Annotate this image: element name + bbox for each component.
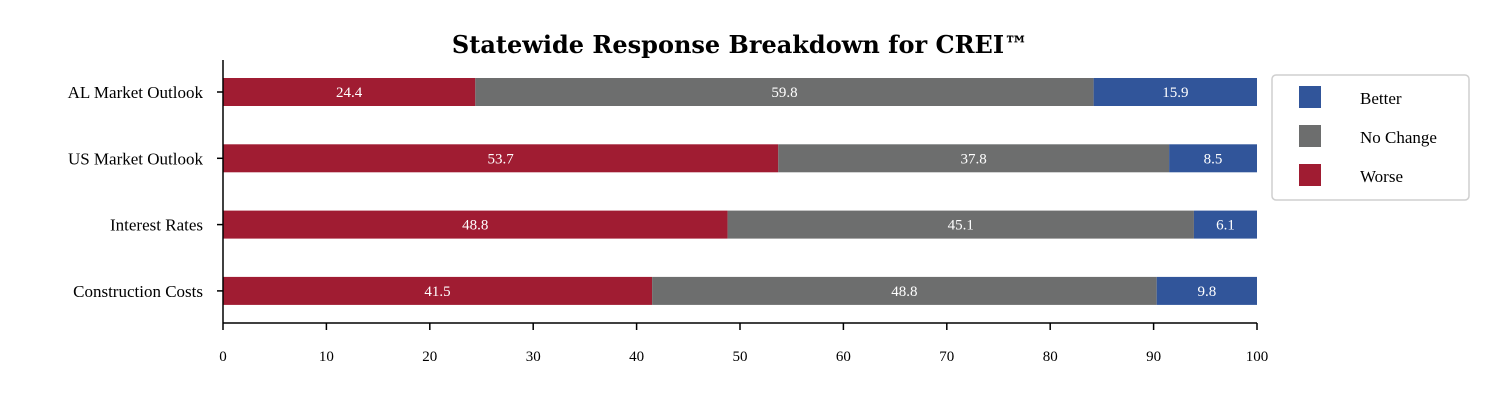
x-tick-label-9: 90: [1146, 349, 1161, 365]
legend-label-better: Better: [1360, 89, 1402, 108]
bar-no-change-3: [652, 276, 1157, 305]
bar-better-1: [1169, 144, 1257, 173]
legend-frame: [1271, 74, 1470, 201]
bar-label-better-0: 15.9: [1162, 85, 1188, 101]
bar-label-no-change-0: 59.8: [771, 85, 797, 101]
x-tick-label-5: 50: [733, 349, 748, 365]
bar-label-better-3: 9.8: [1197, 284, 1216, 300]
y-axis: AL Market Outlook US Market Outlook Intere…: [68, 60, 224, 323]
legend-swatch-worse: [1299, 164, 1321, 186]
legend-swatch-no-change: [1299, 125, 1321, 147]
bar-worse-1: [223, 144, 779, 173]
x-tick-label-4: 40: [629, 349, 644, 365]
bar-label-worse-1: 53.7: [488, 151, 515, 167]
x-tick-label-1: 10: [319, 349, 334, 365]
bar-label-no-change-2: 45.1: [948, 218, 974, 234]
x-axis: 0 10 20 30 40 50 60 70 80 90 100: [219, 322, 1269, 365]
bar-better-3: [1156, 276, 1257, 305]
x-tick-label-2: 20: [422, 349, 437, 365]
bar-label-worse-3: 41.5: [424, 284, 450, 300]
bar-label-worse-2: 48.8: [462, 218, 488, 234]
legend-label-worse: Worse: [1360, 167, 1403, 186]
legend-label-no-change: No Change: [1360, 128, 1437, 147]
x-tick-label-10: 100: [1246, 349, 1269, 365]
bar-no-change-1: [778, 144, 1170, 173]
x-tick-label-6: 60: [836, 349, 851, 365]
bar-no-change-0: [475, 78, 1094, 106]
legend: Better No Change Worse: [1271, 74, 1470, 201]
category-label-1: US Market Outlook: [68, 149, 204, 168]
bar-label-no-change-3: 48.8: [891, 284, 917, 300]
bar-label-worse-0: 24.4: [336, 85, 363, 101]
bar-no-change-2: [727, 210, 1194, 239]
category-label-3: Construction Costs: [73, 282, 203, 301]
bar-worse-0: [223, 78, 476, 106]
x-tick-label-8: 80: [1043, 349, 1058, 365]
chart-title: Statewide Response Breakdown for CREI™: [452, 30, 1028, 59]
bar-labels-layer: 24.4 59.8 15.9 53.7 37.8 8.5 48.8 45.1 6.1 41.5 48…: [336, 85, 1235, 300]
category-label-0: AL Market Outlook: [68, 83, 204, 102]
bar-better-2: [1193, 210, 1257, 239]
bars-layer: [223, 78, 1257, 305]
category-label-2: Interest Rates: [110, 216, 203, 235]
bar-label-no-change-1: 37.8: [961, 151, 987, 167]
x-tick-label-7: 70: [939, 349, 954, 365]
bar-worse-3: [223, 276, 653, 305]
x-tick-label-3: 30: [526, 349, 541, 365]
bar-label-better-1: 8.5: [1204, 151, 1223, 167]
bar-better-0: [1093, 78, 1257, 106]
legend-swatch-better: [1299, 86, 1321, 108]
bar-worse-2: [223, 210, 728, 239]
x-tick-label-0: 0: [219, 349, 227, 365]
bar-label-better-2: 6.1: [1216, 218, 1235, 234]
